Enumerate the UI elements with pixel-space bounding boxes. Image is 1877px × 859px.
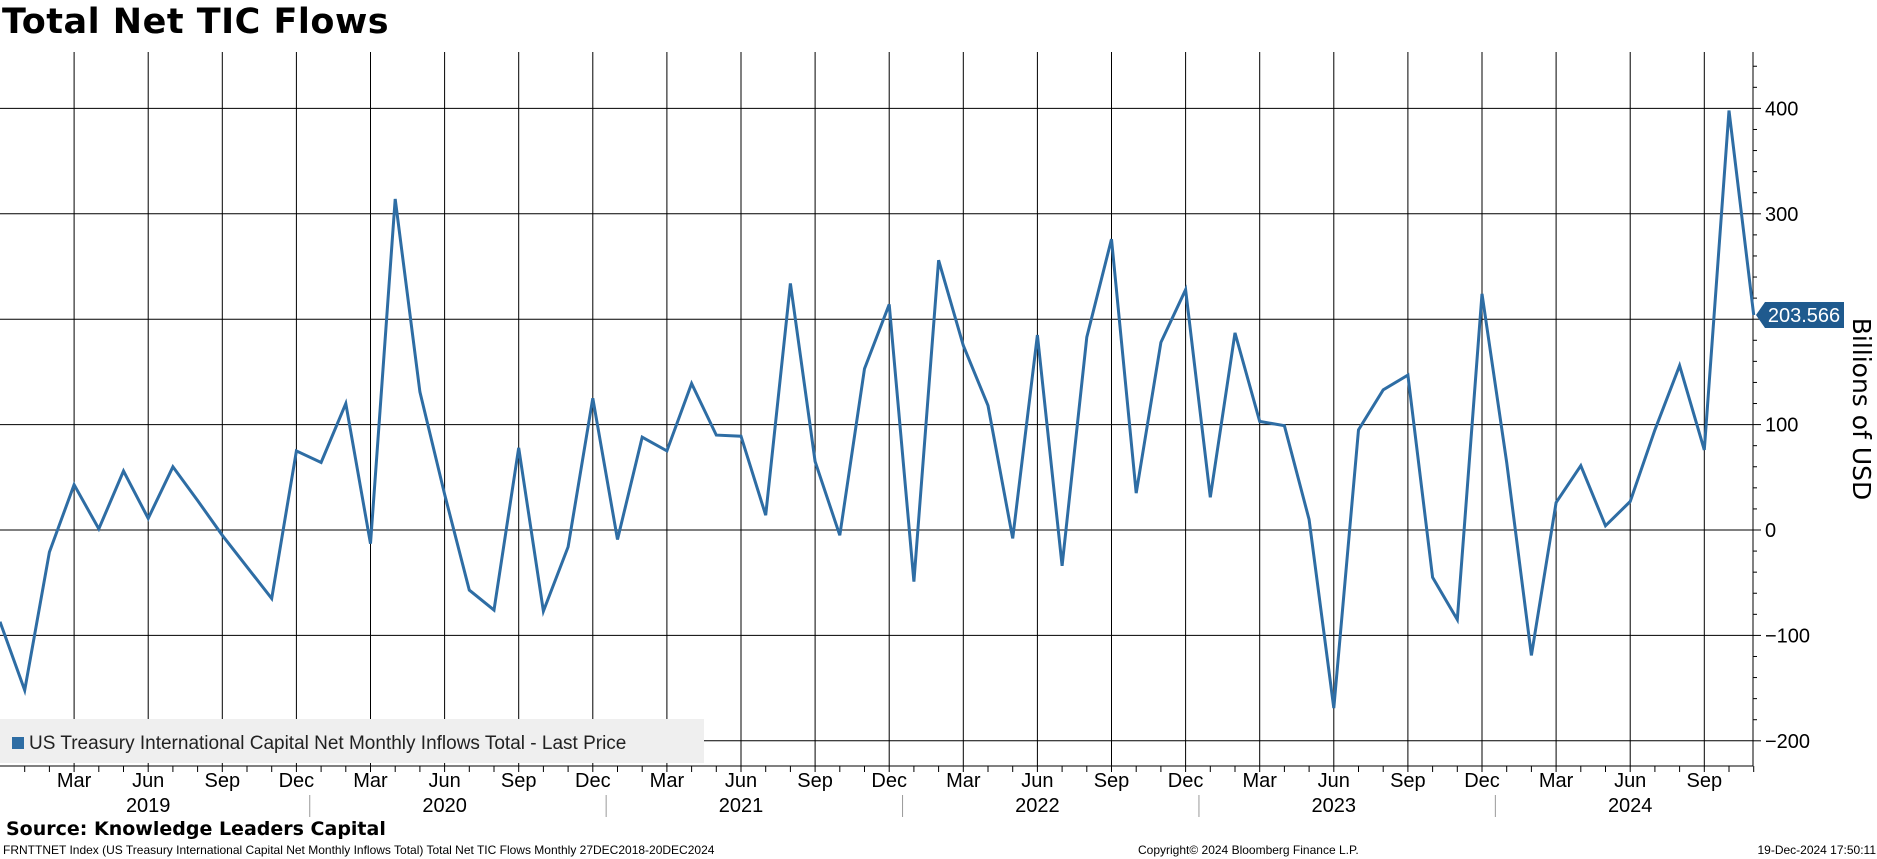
vertical-gridlines xyxy=(73,52,1705,766)
horizontal-gridlines xyxy=(0,107,1753,742)
x-year-label: 2020 xyxy=(422,795,467,817)
y-tick-label: 100 xyxy=(1765,415,1798,437)
y-tick-label: −200 xyxy=(1765,731,1810,753)
x-tick-label: Dec xyxy=(871,770,907,792)
series-line xyxy=(0,110,1756,709)
x-axis: Mar Jun Sep Dec Mar Jun Sep Dec Mar Jun Sep Dec Mar J… xyxy=(0,765,1755,817)
footer-description: FRNTTNET Index (US Treasury Internationa… xyxy=(3,843,715,857)
last-value-marker: 203.566 xyxy=(1756,301,1844,328)
x-tick-label: Sep xyxy=(1094,770,1130,792)
footer-copyright: Copyright© 2024 Bloomberg Finance L.P. xyxy=(1138,843,1359,857)
x-tick-label: Mar xyxy=(1539,770,1574,792)
x-tick-label: Mar xyxy=(1242,770,1277,792)
x-tick-label: Mar xyxy=(57,770,92,792)
x-tick-label: Jun xyxy=(1614,770,1646,792)
x-year-label: 2023 xyxy=(1312,795,1357,817)
x-tick-label: Dec xyxy=(279,770,315,792)
x-tick-label: Jun xyxy=(725,770,757,792)
x-tick-label: Sep xyxy=(501,770,537,792)
x-tick-label: Sep xyxy=(797,770,833,792)
y-tick-label: 300 xyxy=(1765,204,1798,226)
footer-timestamp: 19-Dec-2024 17:50:11 xyxy=(1757,843,1876,857)
x-year-label: 2024 xyxy=(1608,795,1653,817)
x-tick-label: Mar xyxy=(650,770,685,792)
source-line: Source: Knowledge Leaders Capital xyxy=(6,818,386,840)
x-tick-label: Jun xyxy=(1318,770,1350,792)
x-tick-label: Dec xyxy=(575,770,611,792)
legend-label: US Treasury International Capital Net Mo… xyxy=(29,733,626,754)
x-tick-label: Dec xyxy=(1464,770,1500,792)
last-value-flag xyxy=(1756,301,1844,328)
x-tick-label: Sep xyxy=(1687,770,1723,792)
x-tick-label: Jun xyxy=(1021,770,1053,792)
x-tick-label: Sep xyxy=(1390,770,1426,792)
y-tick-label: −100 xyxy=(1765,625,1810,647)
x-tick-label: Jun xyxy=(132,770,164,792)
x-tick-label: Mar xyxy=(946,770,981,792)
x-year-label: 2019 xyxy=(126,795,171,817)
y-tick-label: 400 xyxy=(1765,98,1798,120)
last-value-label: 203.566 xyxy=(1768,305,1840,327)
legend-background xyxy=(0,719,704,763)
y-axis: 4003002001000−100−200 xyxy=(1752,52,1810,766)
x-tick-label: Dec xyxy=(1168,770,1204,792)
y-tick-label: 0 xyxy=(1765,520,1776,542)
x-year-label: 2021 xyxy=(719,795,764,817)
x-tick-label: Jun xyxy=(428,770,460,792)
x-tick-label: Sep xyxy=(205,770,241,792)
series-layer xyxy=(0,110,1756,709)
x-year-label: 2022 xyxy=(1015,795,1060,817)
chart-title: Total Net TIC Flows xyxy=(2,2,390,42)
x-tick-label: Mar xyxy=(353,770,388,792)
y-axis-title: Billions of USD xyxy=(1847,318,1876,501)
legend: US Treasury International Capital Net Mo… xyxy=(0,719,704,763)
legend-swatch xyxy=(12,737,24,749)
